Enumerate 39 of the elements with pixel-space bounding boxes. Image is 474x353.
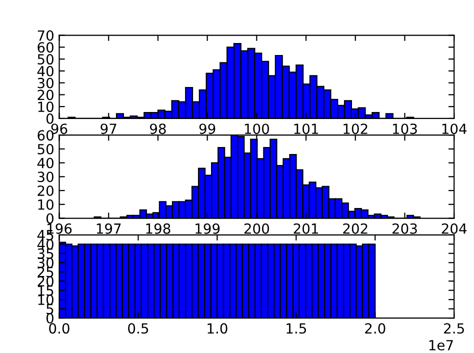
x-tick-label: 97 bbox=[100, 124, 116, 134]
y-tick-label: 60 bbox=[38, 130, 54, 141]
y-tick-label: 50 bbox=[38, 144, 54, 154]
y-tick-label: 0 bbox=[46, 113, 54, 124]
y-tick-label: 30 bbox=[38, 78, 54, 88]
x-tick-label: 198 bbox=[146, 223, 170, 234]
y-tick-label: 10 bbox=[38, 199, 54, 210]
y-tick-label: 70 bbox=[38, 30, 54, 41]
x-tick-label: 100 bbox=[244, 124, 270, 134]
x-tick-label: 98 bbox=[150, 124, 166, 134]
y-tick-label: 50 bbox=[38, 54, 54, 65]
x-tick-label: 1.5 bbox=[286, 323, 306, 334]
y-tick-label: 20 bbox=[38, 186, 54, 196]
x-tick-label: 202 bbox=[343, 223, 368, 234]
x-tick-label: 2.0 bbox=[365, 323, 386, 334]
x-tick-label: 0.0 bbox=[49, 323, 70, 334]
x-tick-label: 101 bbox=[294, 124, 318, 134]
x-tick-label: 200 bbox=[244, 223, 270, 234]
y-tick-label: 10 bbox=[38, 102, 54, 112]
y-tick-label: 0 bbox=[46, 213, 54, 224]
y-tick-label: 40 bbox=[37, 66, 54, 76]
x-tick-label: 199 bbox=[196, 223, 220, 234]
x-tick-label: 1.0 bbox=[208, 323, 228, 334]
x-tick-label: 99 bbox=[199, 124, 216, 134]
x-tick-label: 203 bbox=[392, 223, 417, 234]
y-tick-label: 20 bbox=[38, 90, 54, 100]
x-tick-label: 2.5 bbox=[444, 323, 464, 334]
x-tick-label: 201 bbox=[294, 223, 318, 234]
x-tick-label: 197 bbox=[96, 223, 121, 234]
x-tick-label: 204 bbox=[442, 223, 467, 234]
x-tick-label: 0.5 bbox=[128, 323, 148, 334]
x-tick-label: 96 bbox=[51, 124, 68, 134]
y-tick-label: 60 bbox=[38, 42, 54, 53]
x-tick-label: 104 bbox=[442, 124, 467, 134]
x-tick-label: 102 bbox=[344, 124, 368, 134]
y-tick-label: 30 bbox=[38, 172, 54, 182]
x-tick-label: 103 bbox=[393, 124, 417, 134]
text: 1e7 bbox=[429, 340, 453, 350]
y-tick-label: 40 bbox=[37, 158, 54, 168]
